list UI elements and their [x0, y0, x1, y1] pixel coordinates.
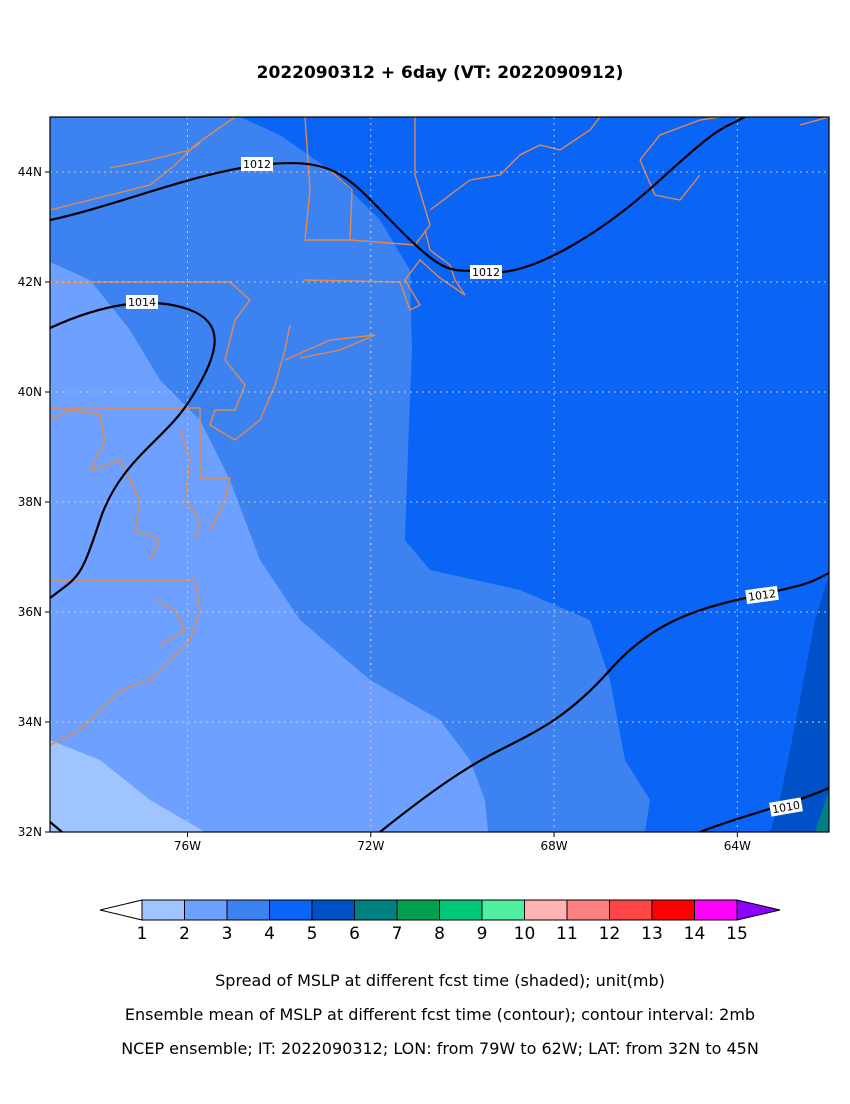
y-tick-label: 42N: [18, 275, 42, 289]
caption: NCEP ensemble; IT: 2022090312; LON: from…: [121, 1039, 759, 1058]
contour-label-bg: [470, 265, 502, 279]
contour-label-bg: [241, 157, 273, 171]
colorbar-box: [396, 899, 440, 921]
shade-6-7: [815, 790, 829, 832]
y-tick-label: 36N: [18, 605, 42, 619]
y-tick-label: 44N: [18, 165, 42, 179]
contour-label-text: 1014: [128, 296, 156, 309]
colorbar-label: 5: [307, 924, 318, 944]
colorbar-box: [439, 899, 483, 921]
y-tick-label: 40N: [18, 385, 42, 399]
colorbar-label: 7: [392, 924, 403, 944]
colorbar-over: [736, 899, 781, 921]
colorbar-box: [354, 899, 398, 921]
colorbar-box: [609, 899, 653, 921]
colorbar-label: 10: [514, 924, 536, 944]
labels: 76W 72W 68W 64W 32N 34N 36N 38N 40N 42N 44N 1012 101…: [18, 157, 803, 853]
colorbar-under: [99, 899, 143, 921]
y-tick-label: 32N: [18, 825, 42, 839]
contour-label-text: 1012: [472, 266, 500, 279]
caption: Ensemble mean of MSLP at different fcst …: [125, 1005, 755, 1024]
shade-2-3: [50, 262, 488, 832]
colorbar-label: 2: [179, 924, 190, 944]
contour-label: 1014: [126, 295, 158, 309]
colorbar-box: [481, 899, 525, 921]
colorbar-label: 6: [349, 924, 360, 944]
x-tick-label: 68W: [540, 839, 567, 853]
colorbar-label: 13: [641, 924, 663, 944]
colorbar-label: 15: [726, 924, 748, 944]
plot-frame: [49, 116, 830, 833]
colorbar-box: [184, 899, 228, 921]
grid: [50, 117, 829, 832]
contour-label: 1012: [241, 157, 273, 171]
contour-label-text: 1012: [243, 158, 271, 171]
colorbar-label: 3: [222, 924, 233, 944]
contour-label-text: 1012: [747, 587, 777, 604]
colorbar-box: [566, 899, 610, 921]
title: 2022090312 + 6day (VT: 2022090912): [257, 63, 624, 83]
x-tick-label: 76W: [174, 839, 201, 853]
shade-5-6: [770, 575, 829, 832]
colorbar-box: [141, 899, 185, 921]
x-tick-label: 64W: [724, 839, 751, 853]
contour-label: 1012: [745, 585, 779, 605]
colorbar-box: [524, 899, 568, 921]
colorbar-label: 12: [599, 924, 621, 944]
caption: Spread of MSLP at different fcst time (s…: [215, 971, 665, 990]
y-tick-label: 34N: [18, 715, 42, 729]
colorbar-label: 1: [137, 924, 148, 944]
contour-label: 1010: [769, 797, 803, 817]
colorbar-label: 11: [556, 924, 578, 944]
contour-label-bg: [745, 585, 779, 605]
shade-1-2: [50, 740, 205, 832]
contour-label-text: 1010: [771, 799, 801, 817]
y-tick-label: 38N: [18, 495, 42, 509]
x-tick-label: 72W: [357, 839, 384, 853]
colorbar-box: [694, 899, 738, 921]
colorbar-label: 9: [477, 924, 488, 944]
colorbar-label: 8: [434, 924, 445, 944]
map-area: [50, 117, 829, 832]
contour-label-bg: [769, 797, 803, 817]
colorbar-box: [226, 899, 270, 921]
colorbar-label: 14: [684, 924, 706, 944]
colorbar-box: [651, 899, 695, 921]
coastlines: [50, 117, 829, 746]
colorbar-label: 4: [264, 924, 275, 944]
contour-label: 1012: [470, 265, 502, 279]
colorbar-box: [311, 899, 355, 921]
contour-label-bg: [126, 295, 158, 309]
colorbar-box: [269, 899, 313, 921]
